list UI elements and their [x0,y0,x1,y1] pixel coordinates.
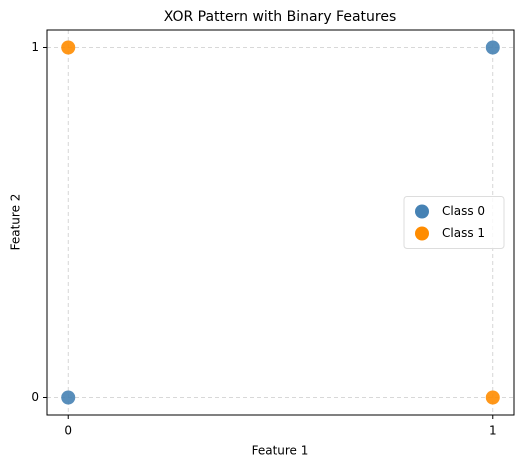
point [485,390,500,405]
legend-marker [415,204,429,219]
point [61,390,76,405]
point [61,40,76,55]
y-tick-label: 0 [31,390,39,404]
legend-label: Class 0 [442,204,485,218]
legend-box [403,196,505,249]
legend-marker [415,226,429,241]
chart-title: XOR Pattern with Binary Features [164,9,397,25]
x-axis-label: Feature 1 [252,444,309,458]
y-axis-label: Feature 2 [9,194,23,251]
y-tick-label: 1 [31,40,39,54]
point [485,40,500,55]
legend-label: Class 1 [442,226,485,240]
x-tick-label: 1 [489,424,497,438]
plot-frame [46,29,515,416]
x-tick-label: 0 [64,424,72,438]
